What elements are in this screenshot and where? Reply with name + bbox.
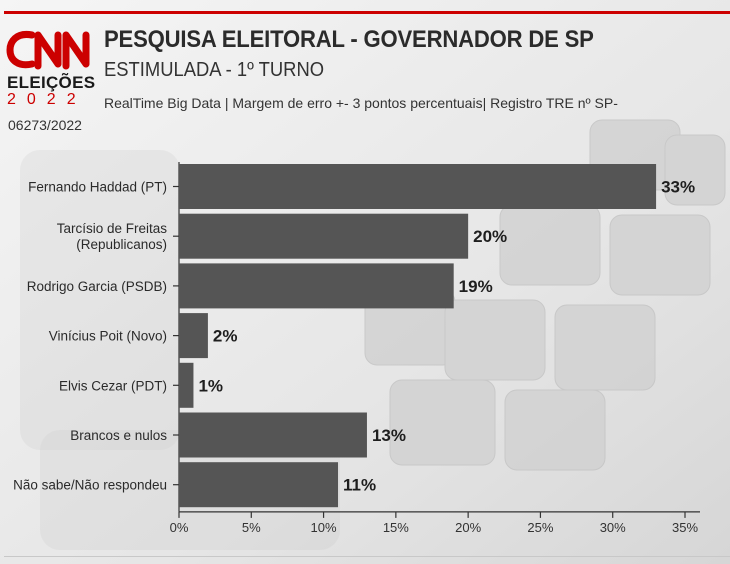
x-tick-label: 5% — [242, 520, 261, 535]
x-tick-label: 30% — [600, 520, 626, 535]
value-label: 19% — [459, 277, 493, 296]
chart-subtitle: ESTIMULADA - 1º TURNO — [104, 59, 325, 81]
value-label: 20% — [473, 227, 507, 246]
x-tick-label: 15% — [383, 520, 409, 535]
bar — [179, 263, 454, 309]
bar — [179, 313, 208, 359]
x-tick-label: 20% — [455, 520, 481, 535]
category-label: Elvis Cezar (PDT) — [59, 378, 167, 393]
x-tick-label: 25% — [527, 520, 553, 535]
category-label: Fernando Haddad (PT) — [28, 180, 167, 195]
value-label: 13% — [372, 426, 406, 445]
value-label: 33% — [661, 178, 695, 197]
value-label: 11% — [343, 476, 376, 495]
top-accent-line — [4, 11, 730, 14]
x-tick-label: 0% — [170, 520, 189, 535]
bar — [179, 462, 339, 508]
category-label: Brancos e nulos — [70, 428, 167, 443]
logo-eleicoes-text: ELEIÇÕES — [7, 73, 96, 92]
x-tick-label: 35% — [672, 520, 698, 535]
bar — [179, 362, 194, 408]
chart-title: PESQUISA ELEITORAL - GOVERNADOR DE SP — [104, 26, 594, 53]
source-note-line-1: RealTime Big Data | Margem de erro +- 3 … — [104, 95, 618, 111]
category-label: Rodrigo Garcia (PSDB) — [27, 279, 167, 294]
bar — [179, 164, 657, 209]
x-tick-label: 10% — [311, 520, 337, 535]
logo-year-text: 2022 — [7, 91, 87, 108]
bar — [179, 412, 367, 458]
category-label: Vinícius Poit (Novo) — [49, 329, 167, 344]
cnn-eleicoes-logo: ELEIÇÕES 2022 — [6, 26, 98, 110]
value-label: 2% — [213, 327, 238, 346]
bar — [179, 213, 469, 259]
category-label: Tarcísio de Freitas (Republicanos) — [57, 221, 168, 252]
source-note-line-2: 06273/2022 — [8, 117, 82, 133]
category-label: Não sabe/Não respondeu — [13, 478, 167, 493]
bottom-divider — [4, 556, 730, 557]
cnn-logo-icon — [6, 30, 90, 70]
value-label: 1% — [198, 376, 223, 395]
